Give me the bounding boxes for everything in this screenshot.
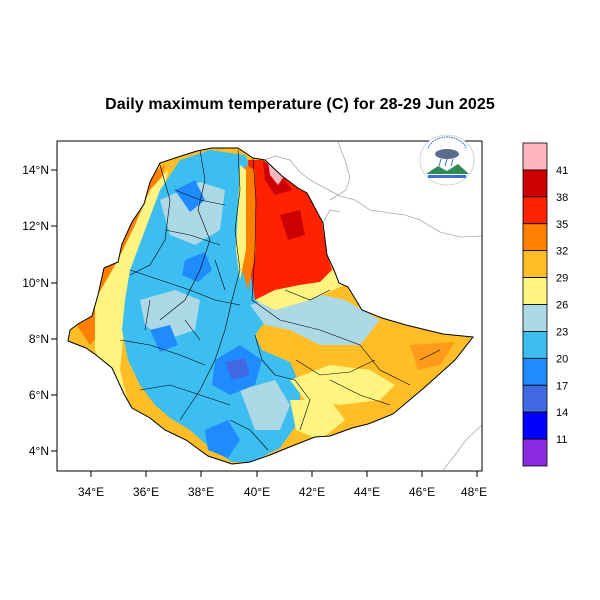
colorbar-label: 17: [556, 380, 568, 392]
colorbar-label: 32: [556, 246, 568, 258]
colorbar: 41 38 35 32 29 26 23 20 17 14 11: [522, 142, 568, 467]
neighbor-borders: [264, 141, 482, 471]
x-tick-labels: 34°E 36°E 38°E 40°E 42°E 44°E 46°E 48°E: [78, 485, 487, 499]
colorbar-label: 26: [556, 300, 568, 312]
map-frame: [56, 140, 483, 472]
colorbar-swatch: [522, 250, 548, 278]
x-tick-label: 46°E: [409, 485, 435, 499]
x-tick-label: 48°E: [461, 485, 487, 499]
colorbar-swatch: [522, 438, 548, 467]
colorbar-label: 38: [556, 192, 568, 204]
colorbar-swatch: [522, 277, 548, 305]
colorbar-swatch: [522, 142, 548, 171]
x-tick-label: 40°E: [244, 485, 270, 499]
colorbar-swatch: [522, 411, 548, 440]
colorbar-swatch: [522, 169, 548, 198]
colorbar-swatch: [522, 196, 548, 225]
colorbar-label: 11: [556, 434, 567, 446]
colorbar-label: 14: [556, 407, 568, 419]
x-tick-label: 42°E: [299, 485, 325, 499]
map-title: Daily maximum temperature (C) for 28-29 …: [105, 96, 495, 113]
y-tick-label: 6°N: [29, 388, 49, 402]
x-axis: [90, 471, 478, 477]
y-tick-label: 4°N: [29, 444, 49, 458]
temperature-field: [68, 148, 473, 464]
x-tick-label: 38°E: [188, 485, 214, 499]
y-axis: [51, 169, 57, 452]
x-tick-label: 36°E: [133, 485, 159, 499]
colorbar-label: 20: [556, 353, 568, 365]
colorbar-label: 29: [556, 273, 568, 285]
colorbar-label: 35: [556, 219, 568, 231]
y-tick-labels: 14°N 12°N 10°N 8°N 6°N 4°N: [22, 163, 49, 458]
colorbar-swatch: [522, 223, 548, 252]
y-tick-label: 10°N: [22, 276, 49, 290]
colorbar-label: 23: [556, 326, 568, 338]
region-borders: [119, 149, 441, 451]
x-tick-label: 44°E: [354, 485, 380, 499]
colorbar-swatch: [522, 384, 548, 413]
x-tick-label: 34°E: [78, 485, 104, 499]
colorbar-swatch: [522, 304, 548, 332]
colorbar-label: 41: [556, 165, 568, 177]
y-tick-label: 12°N: [22, 219, 49, 233]
y-tick-label: 14°N: [22, 163, 49, 177]
meteorology-agency-logo: [419, 134, 475, 186]
colorbar-swatch: [522, 357, 548, 386]
y-tick-label: 8°N: [29, 332, 49, 346]
colorbar-swatch: [522, 331, 548, 359]
